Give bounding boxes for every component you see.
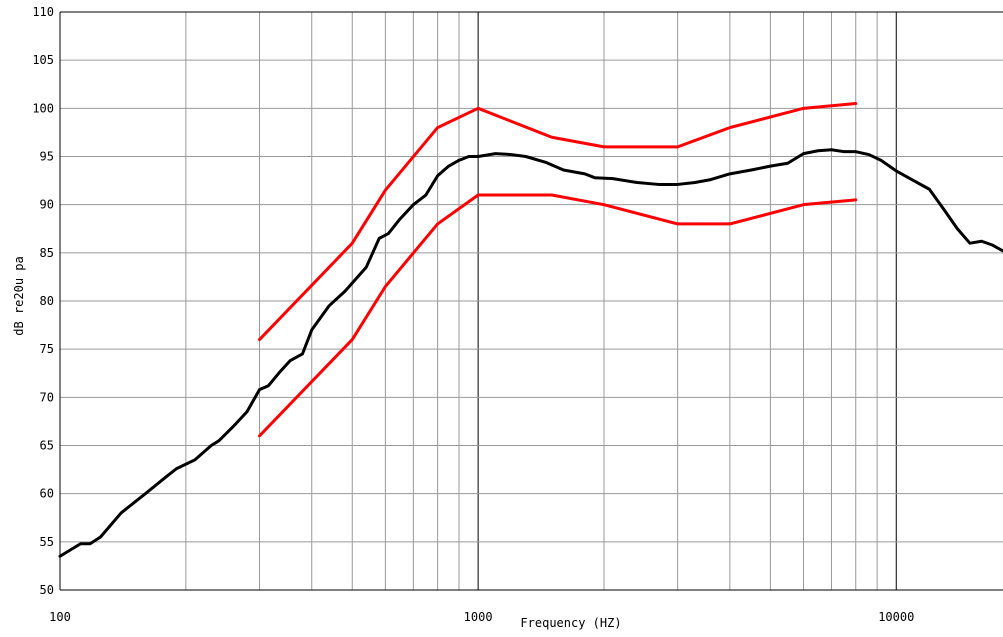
x-tick-label: 100 bbox=[49, 610, 71, 624]
x-tick-label: 10000 bbox=[878, 610, 914, 624]
y-tick-label: 80 bbox=[40, 294, 54, 308]
y-tick-label: 105 bbox=[32, 53, 54, 67]
plot-series-group bbox=[58, 102, 1003, 558]
y-tick-label: 55 bbox=[40, 535, 54, 549]
y-axis-label: dB re20u pa bbox=[12, 256, 26, 335]
y-tick-label: 100 bbox=[32, 101, 54, 115]
upper-limit-line bbox=[258, 102, 858, 342]
y-tick-label: 50 bbox=[40, 583, 54, 597]
y-tick-label: 110 bbox=[32, 5, 54, 19]
lower-limit-line bbox=[258, 193, 858, 438]
x-axis-label: Frequency (HZ) bbox=[520, 616, 621, 630]
plot-frame bbox=[59, 11, 1003, 591]
y-tick-label: 65 bbox=[40, 439, 54, 453]
y-tick-label: 90 bbox=[40, 198, 54, 212]
plot-labels-group: 50 55 60 65 70 75 80 85 90 95 100 105 110 100 1000 1000… bbox=[32, 5, 914, 624]
x-tick-label: 1000 bbox=[464, 610, 493, 624]
y-tick-label: 75 bbox=[40, 342, 54, 356]
y-tick-label: 95 bbox=[40, 150, 54, 164]
y-tick-label: 60 bbox=[40, 487, 54, 501]
measured-response-line bbox=[58, 148, 1003, 558]
y-tick-label: 85 bbox=[40, 246, 54, 260]
y-tick-label: 70 bbox=[40, 390, 54, 404]
